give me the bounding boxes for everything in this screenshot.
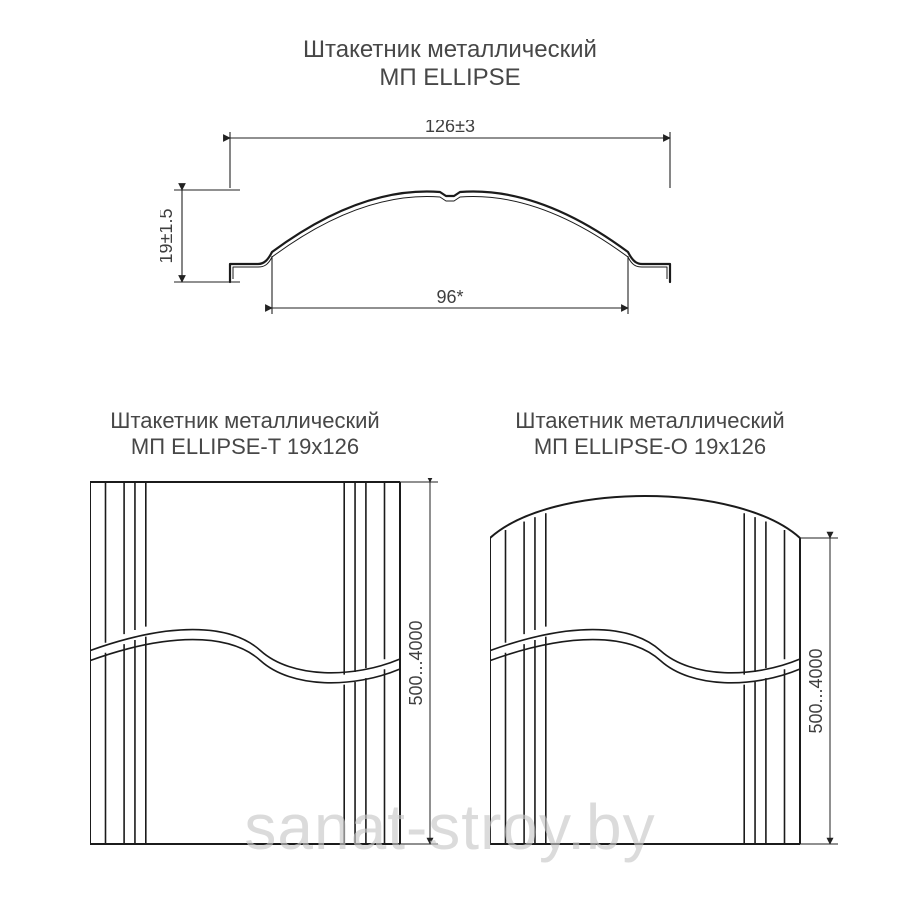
variant-o-title-block: Штакетник металлический МП ELLIPSE-O 19х… — [480, 408, 820, 460]
svg-text:500...4000: 500...4000 — [806, 648, 826, 733]
variant-t-title-block: Штакетник металлический МП ELLIPSE-T 19х… — [75, 408, 415, 460]
svg-text:126±3: 126±3 — [425, 120, 475, 136]
main-title-line1: Штакетник металлический — [0, 36, 900, 64]
variant-o-title-line2: МП ELLIPSE-O 19х126 — [480, 434, 820, 460]
variant-o-panel: 500...4000 — [490, 478, 858, 858]
svg-text:19±1.5: 19±1.5 — [160, 209, 176, 264]
svg-text:500...4000: 500...4000 — [406, 620, 426, 705]
variant-t-title-line2: МП ELLIPSE-T 19х126 — [75, 434, 415, 460]
variant-o-title-line1: Штакетник металлический — [480, 408, 820, 434]
main-title-block: Штакетник металлический МП ELLIPSE — [0, 36, 900, 92]
main-title-line2: МП ELLIPSE — [0, 64, 900, 92]
variant-t-title-line1: Штакетник металлический — [75, 408, 415, 434]
variant-t-panel: 500...4000 — [90, 478, 458, 858]
svg-text:96*: 96* — [436, 287, 463, 307]
profile-cross-section: 126±3 19±1.5 96* — [160, 120, 740, 330]
